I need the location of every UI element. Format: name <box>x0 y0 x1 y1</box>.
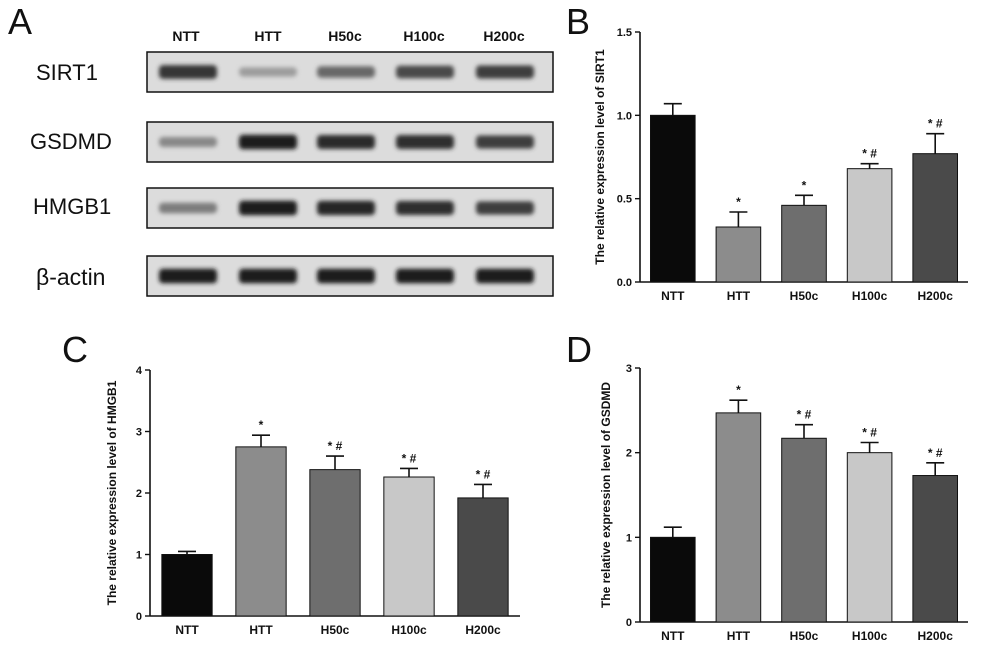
lane-header: HTT <box>254 28 282 44</box>
y-tick-label: 2 <box>136 488 142 500</box>
chart-sirt1: 0.0 0.5 1.0 1.5 The relative expression leve… <box>593 27 968 303</box>
significance-mark: * # <box>797 408 812 422</box>
bar-h200c <box>457 497 509 617</box>
bar-htt <box>235 446 287 617</box>
y-tick-label: 0.5 <box>617 194 632 206</box>
significance-mark: * <box>802 178 807 192</box>
y-tick-label: 3 <box>136 427 142 439</box>
x-tick-label: H200c <box>918 629 954 643</box>
bar-h100c <box>846 452 893 623</box>
significance-mark: * <box>736 195 741 209</box>
x-tick-label: H100c <box>391 623 427 637</box>
lane-header: NTT <box>172 28 200 44</box>
significance-mark: * # <box>862 426 877 440</box>
blot-band <box>317 268 375 284</box>
y-tick-label: 1 <box>626 532 632 544</box>
blot-band <box>239 268 297 284</box>
significance-mark: * # <box>928 117 943 131</box>
blot-band <box>476 135 534 149</box>
x-tick-label: H50c <box>321 623 350 637</box>
bar-h100c <box>383 476 435 617</box>
bar-ntt <box>649 536 696 623</box>
significance-mark: * # <box>928 446 943 460</box>
blot-band <box>317 200 375 216</box>
x-tick-label: H50c <box>790 629 819 643</box>
blot-label: HMGB1 <box>33 194 112 219</box>
significance-mark: * <box>259 418 264 432</box>
bar-h50c <box>309 469 361 617</box>
panel-letter-b: B <box>566 1 591 42</box>
y-tick-label: 4 <box>136 365 143 377</box>
blot-label: SIRT1 <box>36 60 98 85</box>
blot-band <box>159 65 217 79</box>
bar-htt <box>715 412 762 623</box>
x-tick-label: HTT <box>249 623 273 637</box>
blot-band <box>396 268 454 284</box>
significance-mark: * # <box>402 451 417 465</box>
y-axis-label: The relative expression level of HMGB1 <box>105 380 119 605</box>
x-tick-label: NTT <box>661 289 685 303</box>
significance-mark: * # <box>328 439 343 453</box>
panel-letter-a: A <box>8 1 33 42</box>
x-tick-label: H50c <box>790 289 819 303</box>
chart-hmgb1: 0 1 2 3 4 The relative expression level of HM… <box>105 365 520 637</box>
y-axis-label: The relative expression level of GSDMD <box>599 382 613 608</box>
y-axis-label: The relative expression level of SIRT1 <box>593 49 607 265</box>
blot-band <box>317 134 375 150</box>
significance-mark: * # <box>862 147 877 161</box>
blot-band <box>159 268 217 284</box>
bar-ntt <box>161 554 213 617</box>
x-tick-label: HTT <box>727 289 751 303</box>
blot-band <box>476 201 534 215</box>
bar-h50c <box>781 437 827 623</box>
y-tick-label: 2 <box>626 448 632 460</box>
x-tick-label: H200c <box>465 623 501 637</box>
bar-htt <box>715 226 762 283</box>
x-tick-label: NTT <box>661 629 685 643</box>
blot-band <box>396 201 454 215</box>
blot-band <box>317 66 375 78</box>
chart-gsdmd: 0 1 2 3 The relative expression level of GSD… <box>599 363 968 643</box>
significance-mark: * # <box>476 467 491 481</box>
blot-band <box>159 136 217 148</box>
panel-letter-d: D <box>566 329 592 370</box>
blot-band <box>239 200 297 216</box>
lane-header: H200c <box>483 28 525 44</box>
bar-h50c <box>781 204 827 283</box>
blot-band <box>476 65 534 79</box>
x-tick-label: H100c <box>852 629 888 643</box>
blot-band <box>476 268 534 284</box>
x-tick-label: H100c <box>852 289 888 303</box>
blot-label: β-actin <box>36 264 106 290</box>
bar-h200c <box>912 153 959 283</box>
bar-h200c <box>912 475 959 623</box>
significance-mark: * <box>736 383 741 397</box>
x-tick-label: H200c <box>918 289 954 303</box>
bar-h100c <box>846 168 893 283</box>
x-tick-label: HTT <box>727 629 751 643</box>
y-tick-label: 0 <box>626 617 632 629</box>
blot-band <box>396 135 454 149</box>
y-tick-label: 0.0 <box>617 277 632 289</box>
y-tick-label: 1.0 <box>617 110 632 122</box>
blot-band <box>396 65 454 79</box>
bar-ntt <box>649 114 696 283</box>
lane-header: H100c <box>403 28 445 44</box>
y-tick-label: 1 <box>136 550 142 562</box>
blot-label: GSDMD <box>30 129 112 154</box>
lane-header: H50c <box>328 28 362 44</box>
x-tick-label: NTT <box>175 623 199 637</box>
y-tick-label: 0 <box>136 611 142 623</box>
y-tick-label: 1.5 <box>617 27 632 39</box>
panel-letter-c: C <box>62 329 88 370</box>
blot-band <box>239 134 297 150</box>
blot-band <box>159 202 217 214</box>
y-tick-label: 3 <box>626 363 632 375</box>
blot-band <box>239 67 297 77</box>
